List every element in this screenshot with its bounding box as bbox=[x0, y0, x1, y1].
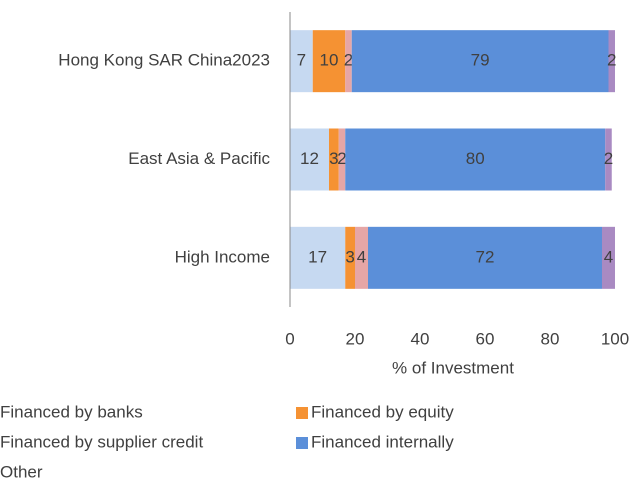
data-label: 3 bbox=[329, 149, 338, 168]
bar-segment bbox=[355, 226, 368, 289]
x-tick-label: 0 bbox=[285, 329, 294, 348]
data-label: 2 bbox=[344, 51, 353, 70]
bar-segment bbox=[605, 128, 612, 191]
bar-segment bbox=[312, 30, 346, 93]
data-label: 79 bbox=[471, 51, 490, 70]
bar-segment bbox=[602, 226, 615, 289]
bar-segment bbox=[368, 226, 602, 289]
data-label: 4 bbox=[604, 247, 613, 266]
data-label: 2 bbox=[607, 51, 616, 70]
legend-label: Financed by supplier credit bbox=[0, 432, 203, 451]
legend-label: Other bbox=[0, 462, 43, 481]
x-axis-label: % of Investment bbox=[392, 358, 514, 377]
x-tick-label: 60 bbox=[476, 329, 495, 348]
bar-segment bbox=[351, 30, 609, 93]
legend-swatch bbox=[296, 437, 308, 449]
data-label: 10 bbox=[320, 51, 339, 70]
data-label: 72 bbox=[476, 247, 495, 266]
bar-segment bbox=[345, 128, 606, 191]
legend-label: Financed internally bbox=[311, 432, 454, 451]
y-tick-label: High Income bbox=[175, 247, 270, 266]
x-tick-label: 40 bbox=[411, 329, 430, 348]
data-label: 2 bbox=[604, 149, 613, 168]
legend-label: Financed by banks bbox=[0, 402, 143, 421]
bar-segment bbox=[290, 30, 313, 93]
bar-segment bbox=[290, 128, 329, 191]
x-tick-label: 80 bbox=[541, 329, 560, 348]
bar-segment bbox=[329, 128, 339, 191]
data-label: 2 bbox=[337, 149, 346, 168]
x-tick-label: 100 bbox=[601, 329, 629, 348]
x-tick-label: 20 bbox=[346, 329, 365, 348]
bar-segment bbox=[345, 226, 355, 289]
data-label: 12 bbox=[300, 149, 319, 168]
legend-label: Financed by equity bbox=[311, 402, 454, 421]
data-label: 4 bbox=[357, 247, 366, 266]
bar-segment bbox=[338, 128, 346, 191]
data-label: 17 bbox=[308, 247, 327, 266]
y-tick-label: East Asia & Pacific bbox=[128, 149, 270, 168]
bar-segment bbox=[345, 30, 352, 93]
data-label: 3 bbox=[345, 247, 354, 266]
bar-segment bbox=[290, 226, 346, 289]
data-label: 80 bbox=[466, 149, 485, 168]
y-tick-label: Hong Kong SAR China2023 bbox=[58, 51, 270, 70]
data-label: 7 bbox=[297, 51, 306, 70]
bar-segment bbox=[608, 30, 615, 93]
legend-swatch bbox=[296, 407, 308, 419]
